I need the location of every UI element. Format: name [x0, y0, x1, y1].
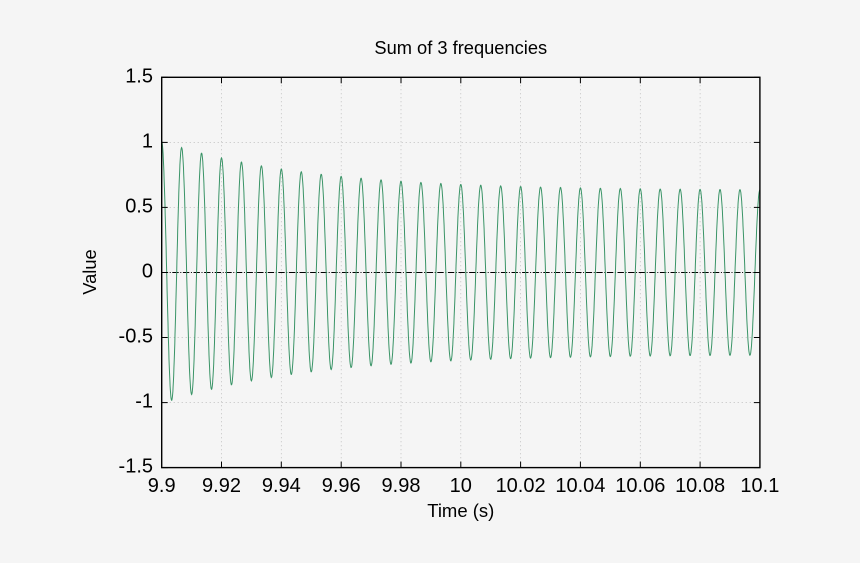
svg-text:10.1: 10.1	[740, 475, 779, 497]
svg-text:10.08: 10.08	[675, 475, 725, 497]
svg-text:9.96: 9.96	[322, 475, 361, 497]
svg-text:0.5: 0.5	[125, 196, 153, 218]
svg-text:-1.5: -1.5	[119, 456, 153, 478]
svg-text:0: 0	[142, 261, 153, 283]
svg-text:-1: -1	[135, 391, 153, 413]
svg-text:9.92: 9.92	[202, 475, 241, 497]
svg-text:10: 10	[450, 475, 472, 497]
svg-text:9.94: 9.94	[262, 475, 301, 497]
svg-text:1.5: 1.5	[125, 66, 153, 88]
svg-text:9.98: 9.98	[382, 475, 421, 497]
svg-text:10.04: 10.04	[555, 475, 605, 497]
svg-text:10.02: 10.02	[496, 475, 546, 497]
svg-text:1: 1	[142, 131, 153, 153]
svg-text:-0.5: -0.5	[119, 326, 153, 348]
svg-text:9.9: 9.9	[148, 475, 176, 497]
svg-text:10.06: 10.06	[615, 475, 665, 497]
